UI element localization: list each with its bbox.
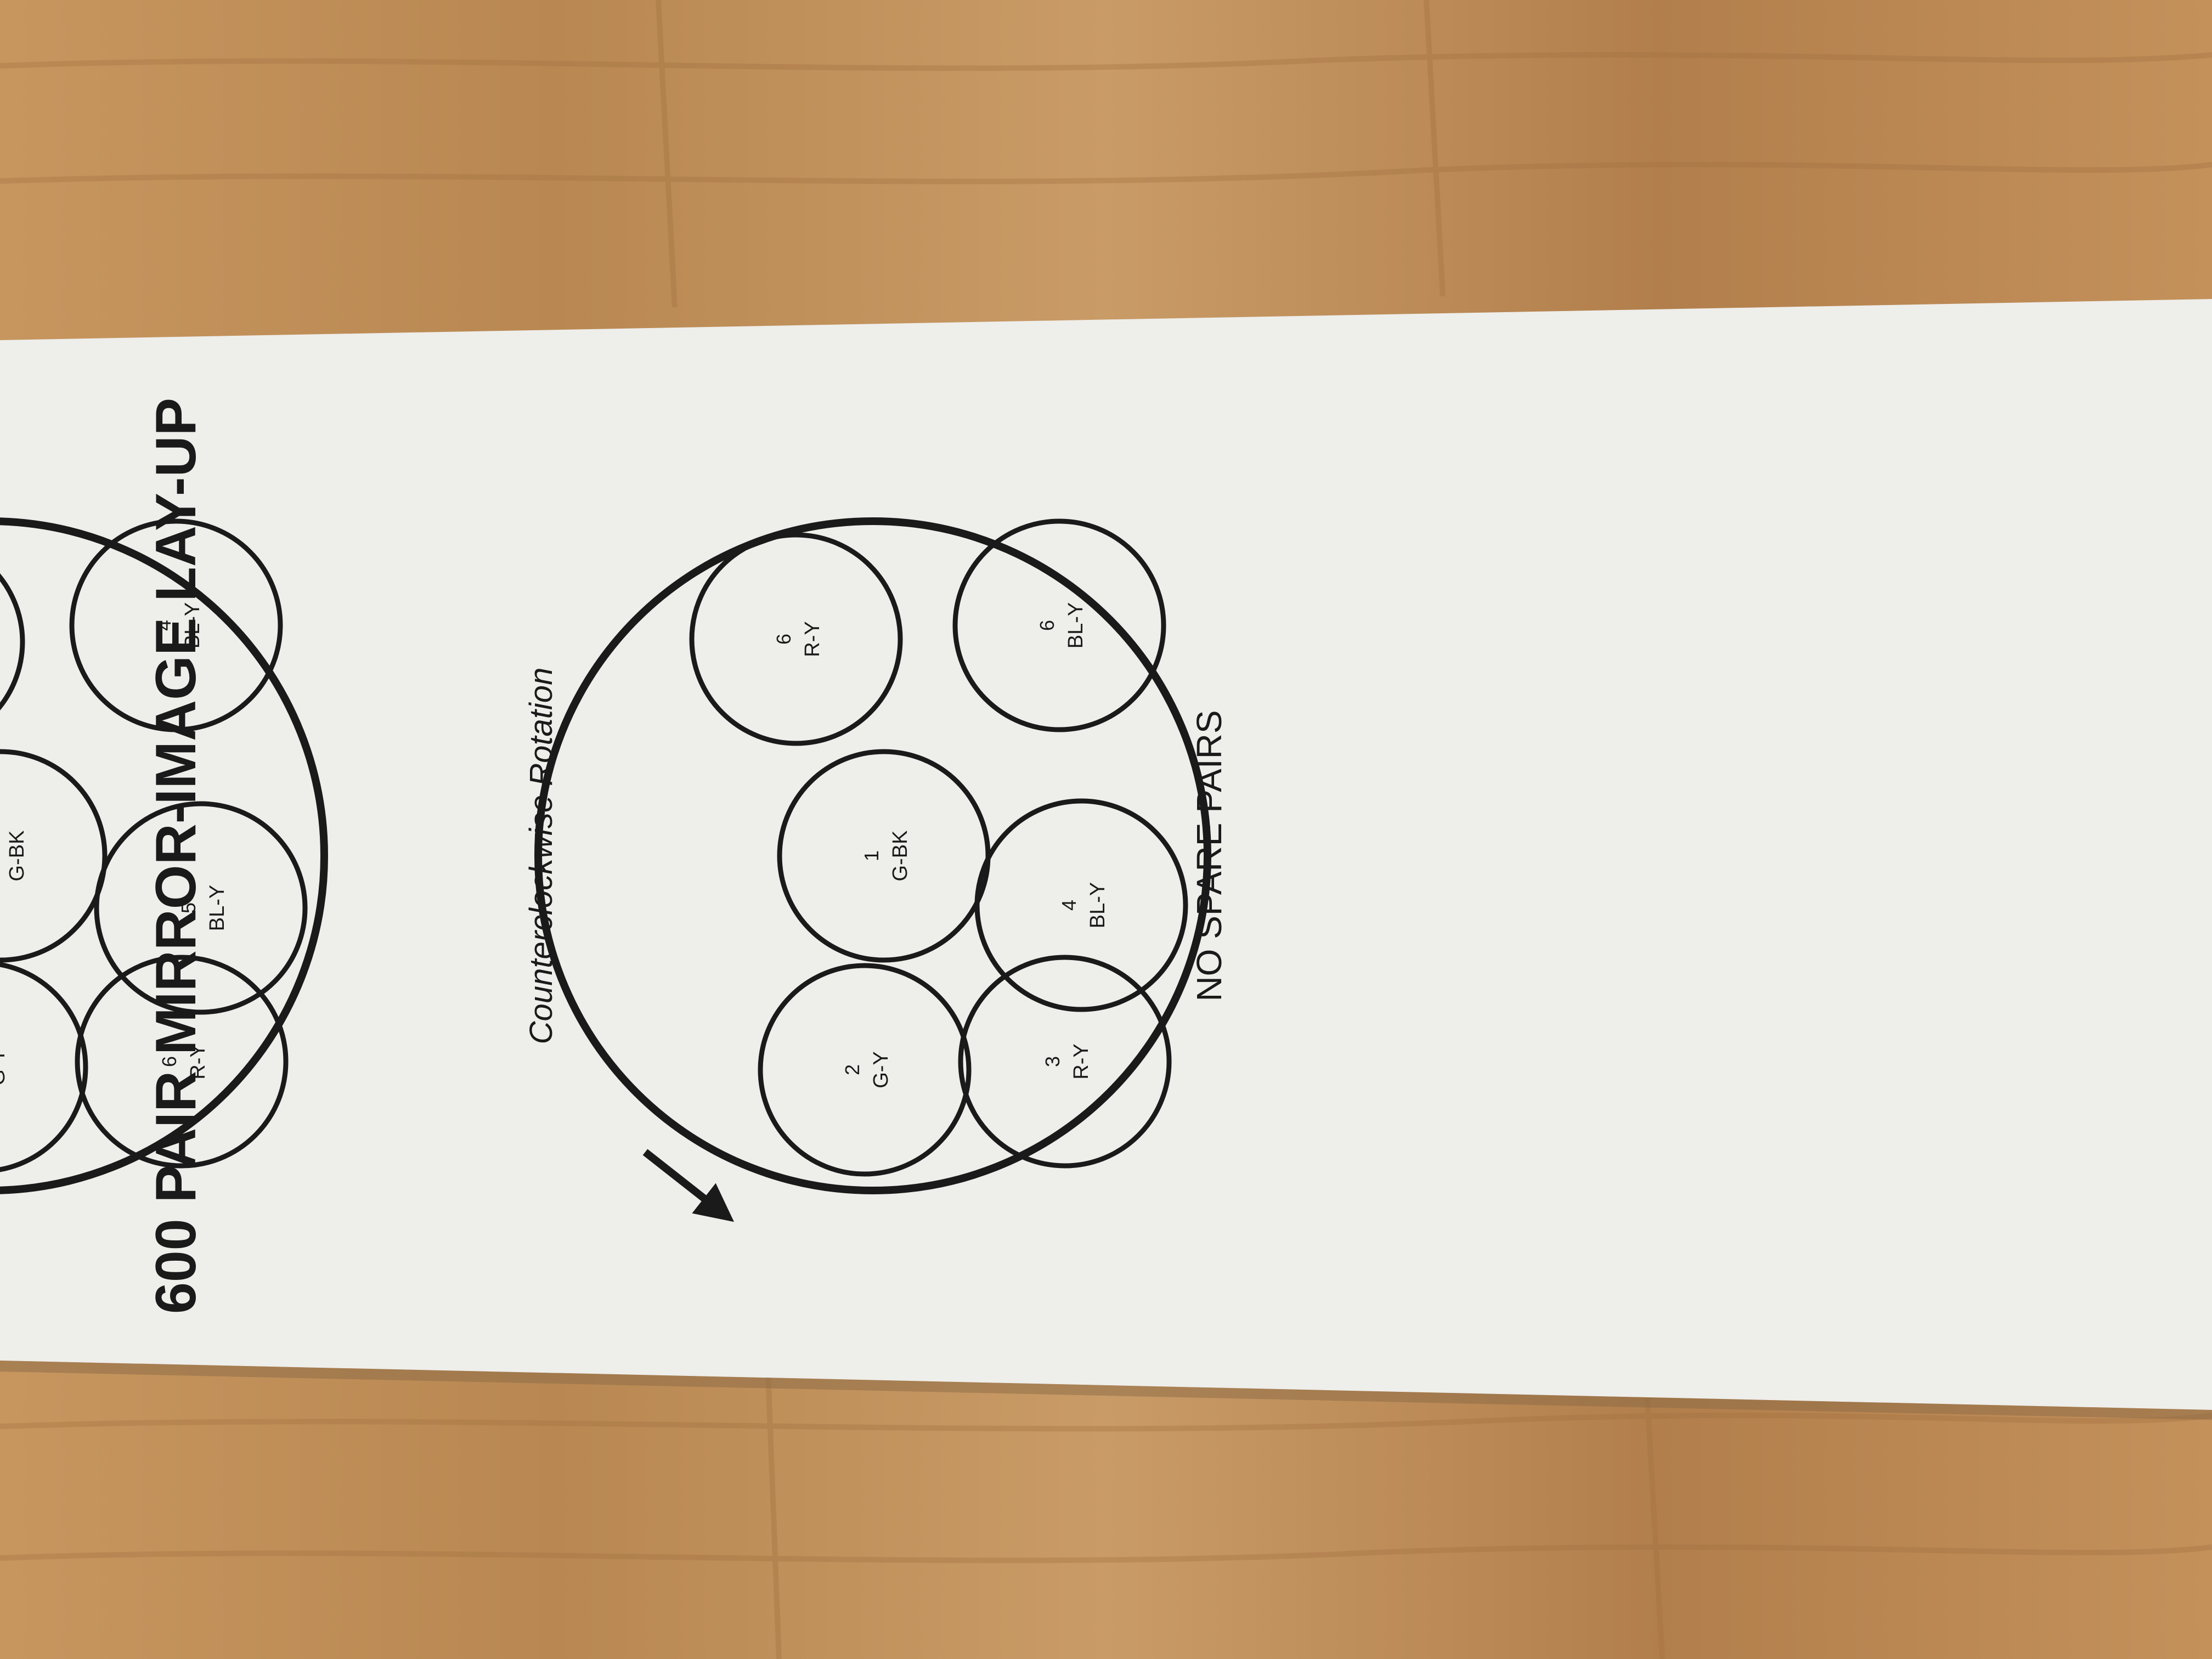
unit-number: 6 [158,1056,180,1067]
binder-unit: 2G-Y [0,960,88,1174]
binder-unit: 4 BL-Y [69,518,283,732]
unit-number: 5 [177,902,200,913]
reference-card [0,299,2212,1410]
unit-circle [689,532,903,746]
binder-unit: 4 BL-Y [974,798,1188,1012]
card-shadow-edge [0,1361,2212,1420]
unit-color-code: R-Y [1070,1043,1093,1079]
unit-number: 6 [772,634,795,645]
binder-unit: 2 G-Y [758,963,972,1177]
diagram-counterclockwise: Counterclockwise Rotation 1 G-BK2 G-Y6 R-Y 6… [523,517,1211,1222]
unit-color-code: BL-Y [181,602,204,648]
unit-number: 6 [1036,620,1058,631]
card-title: 600 PAIR MIRROR-IMAGE LAY-UP [144,398,208,1314]
unit-color-code: BL-Y [1064,602,1087,648]
cable-outline [0,517,328,1194]
binder-unit: 3 R-Y [958,955,1172,1169]
unit-number: 3 [1041,1056,1064,1067]
unit-circle [0,749,108,963]
unit-circle [974,798,1188,1012]
binder-unit: 5 BL-Y [94,801,308,1015]
unit-number: 2 [841,1064,864,1075]
unit-number: 1 [860,850,883,861]
rotation-arrow-icon [642,1149,735,1222]
cable-outline [534,517,1211,1194]
unit-color-code: BL-Y [1086,882,1109,928]
unit-circle [958,955,1172,1169]
unit-number: 4 [1058,900,1080,911]
unit-circle [952,518,1166,732]
unit-color-code: BL-Y [206,885,229,931]
card-content: 600 PAIR MIRROR-IMAGE LAY-UP Clockwise R… [0,398,1229,1314]
unit-color-code: G-BK [889,831,912,882]
unit-circle [69,518,283,732]
unit-circle [0,535,25,749]
unit-color-code: G-Y [870,1051,893,1088]
unit-circle [94,801,308,1015]
unit-color-code: R-Y [187,1043,210,1079]
unit-circle [75,955,289,1169]
unit-number: 4 [153,620,175,631]
unit-circle [758,963,972,1177]
unit-circle [0,960,88,1174]
binder-unit: 6 R-Y [689,532,903,746]
binder-unit: 6 BL-Y [952,518,1166,732]
binder-unit: 3R-Y [0,535,25,749]
unit-color-code: R-Y [801,621,824,657]
unit-color-code: G-BK [5,831,29,882]
card-footer: NO SPARE PAIRS [1189,710,1229,1001]
diagram-clockwise: Clockwise Rotation 1G-BK2G-Y3R-Y4BL-Y5BL… [0,517,328,1194]
binder-unit: 6 R-Y [75,955,289,1169]
unit-color-code: G-Y [0,1048,9,1086]
unit-list: 1 G-BK 2 G-Y 6 R-Y 6 BL-Y 4 BL-Y 3 R-Y [689,518,1188,1177]
binder-unit: 1G-BK [0,749,108,963]
